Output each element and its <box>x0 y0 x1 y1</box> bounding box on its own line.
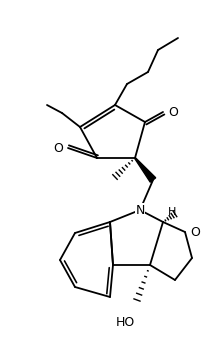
Text: H: H <box>168 207 176 217</box>
Text: O: O <box>53 142 63 154</box>
Text: N: N <box>135 203 145 217</box>
Text: HO: HO <box>115 316 135 329</box>
Polygon shape <box>135 158 156 182</box>
Text: O: O <box>190 226 200 238</box>
Text: O: O <box>168 105 178 118</box>
